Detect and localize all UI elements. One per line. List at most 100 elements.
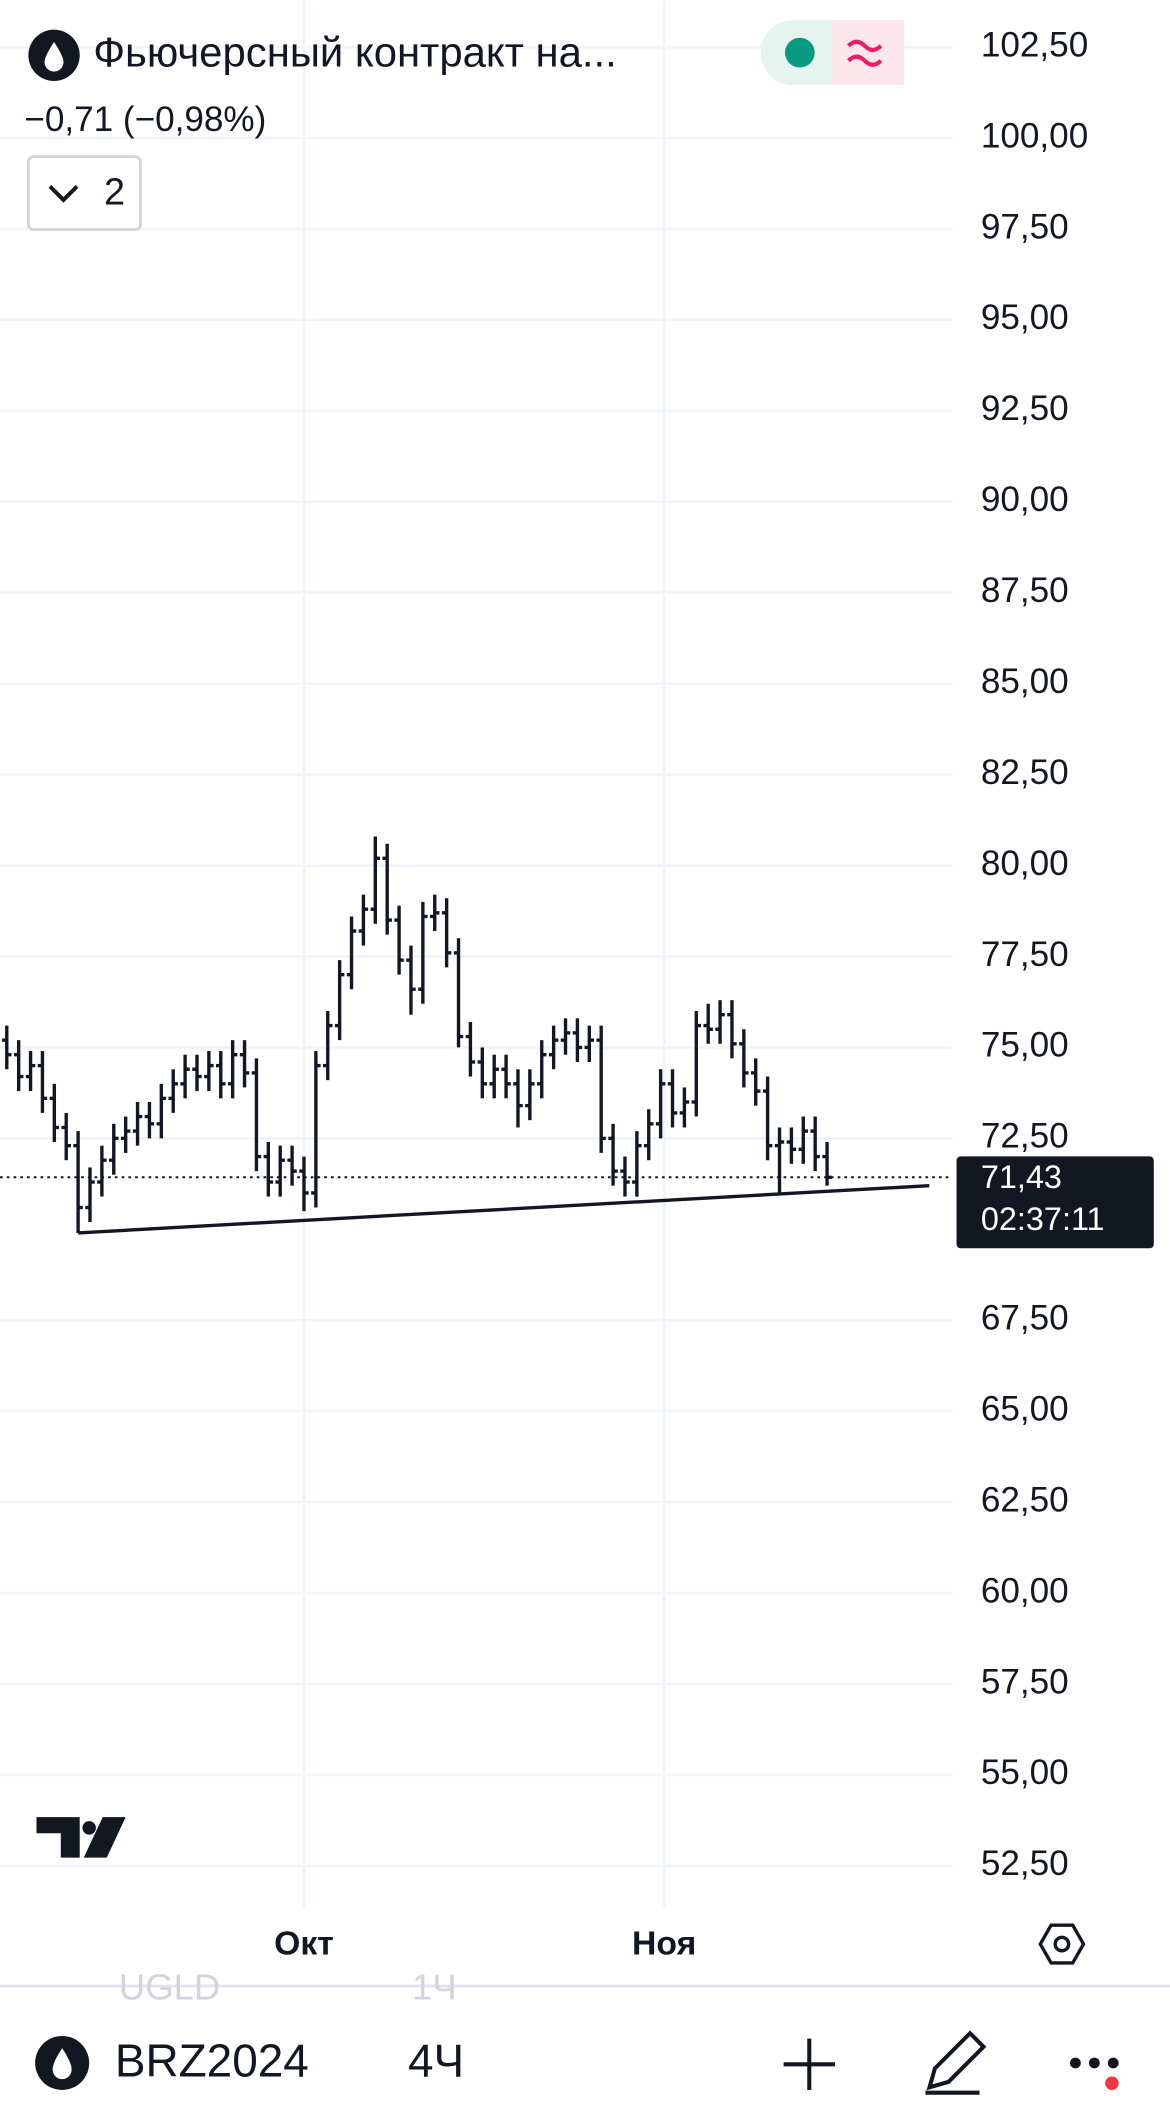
more-button[interactable] [1070,2057,1119,2090]
ohlc-bar [37,1051,48,1113]
drop-icon [44,41,64,72]
ohlc-bar [61,1112,71,1161]
ohlc-bar [251,1058,262,1172]
market-open-dot [784,37,815,68]
ohlc-bar [655,1069,666,1139]
last-price: 71,43 [981,1159,1062,1195]
y-tick-label: 62,50 [981,1480,1069,1519]
ohlc-bar [501,1054,511,1099]
ohlc-bar [798,1116,809,1164]
ohlc-bar [73,1131,83,1233]
ohlc-bar [715,1000,725,1044]
ohlc-bar [441,898,452,968]
ohlc-bar [679,1087,690,1128]
ohlc-bar [489,1054,499,1099]
ohlc-bar [2,1025,12,1070]
ohlc-bar [667,1069,678,1128]
ohlc-bar [644,1109,654,1161]
ohlc-bar [810,1116,820,1172]
ohlc-bar [346,916,357,990]
ohlc-bar [156,1083,167,1139]
indicator-count: 2 [104,171,125,213]
y-tick-label: 85,00 [981,662,1069,701]
y-tick-label: 72,50 [981,1117,1069,1156]
y-tick-label: 65,00 [981,1389,1069,1428]
ohlc-bar [25,1051,36,1092]
ohlc-bar [227,1040,238,1099]
ohlc-bar [97,1145,107,1197]
draw-button[interactable] [925,2030,987,2095]
ohlc-bar [727,1000,737,1059]
ohlc-bar [370,836,381,924]
ohlc-bar [132,1101,143,1146]
ohlc-bar [739,1029,749,1088]
toolbar-drop-icon [52,2048,72,2080]
y-tick-label: 52,50 [981,1844,1069,1883]
x-tick-label: Окт [274,1924,334,1962]
more-dot [1088,2057,1100,2069]
ohlc-bar [275,1145,285,1197]
ohlc-bar [691,1011,702,1117]
y-tick-label: 77,50 [981,935,1069,974]
ohlc-bar [168,1069,178,1113]
ohlc-bar [537,1040,547,1099]
ohlc-bar [109,1123,119,1175]
tv-logo-dot [82,1821,96,1835]
faded-interval: 1Ч [412,1967,457,2008]
ohlc-bar [572,1018,583,1062]
toolbar-interval[interactable]: 4Ч [408,2034,464,2086]
add-button[interactable] [783,2038,835,2090]
ohlc-bar [774,1127,785,1193]
y-tick-label: 67,50 [981,1299,1069,1338]
settings-icon[interactable] [1038,1923,1086,1965]
y-tick-label: 95,00 [981,298,1069,337]
indicators-toggle[interactable] [27,155,142,231]
notification-dot [1105,2076,1119,2090]
ohlc-bar [382,843,392,935]
header: Фьючерсный контракт на... −0,71 (−0,98%)… [24,20,904,231]
ohlc-bar [584,1025,595,1062]
ohlc-bar [560,1018,571,1055]
ohlc-bar [299,1156,309,1212]
ohlc-bar [465,1021,476,1077]
y-tick-label: 87,50 [981,571,1069,610]
grid [0,1,953,1907]
ohlc-bar [513,1069,523,1128]
y-tick-label: 55,00 [981,1753,1069,1792]
ohlc-bar [632,1131,642,1197]
ohlc-bar [786,1127,797,1164]
ohlc-bar [406,945,416,1015]
tv-logo[interactable] [36,1817,126,1858]
y-tick-label: 97,50 [981,207,1069,246]
ohlc-bar [548,1025,559,1070]
ohlc-bar [430,894,440,932]
ohlc-bar [204,1051,214,1092]
trendline [78,1183,930,1235]
y-tick-label: 92,50 [981,389,1069,428]
ohlc-bar [608,1123,618,1186]
ohlc-bar [334,960,345,1041]
ohlc-bar [620,1156,630,1197]
ohlc-bar [394,905,404,975]
more-dot [1107,2057,1119,2069]
y-tick-label: 80,00 [981,844,1069,883]
ohlc-bar [453,938,464,1048]
status-pill-cap [832,20,904,86]
last-price-box [956,1156,1154,1249]
y-tick-label: 75,00 [981,1026,1069,1065]
toolbar-symbol[interactable]: BRZ2024 [115,2034,309,2086]
ohlc-bar [418,901,428,1004]
settings-icon-center [1053,1935,1071,1953]
symbol-title[interactable]: Фьючерсный контракт на... [93,28,617,75]
ohlc-bar [358,894,369,946]
ohlc-bar [287,1145,297,1186]
x-tick-label: Ноя [632,1924,696,1962]
ohlc-bar [49,1083,60,1143]
countdown: 02:37:11 [981,1201,1105,1237]
ohlc-bar [239,1040,250,1088]
y-tick-label: 82,50 [981,753,1069,792]
ohlc-bar [762,1076,773,1161]
ohlc-bar [192,1054,202,1092]
